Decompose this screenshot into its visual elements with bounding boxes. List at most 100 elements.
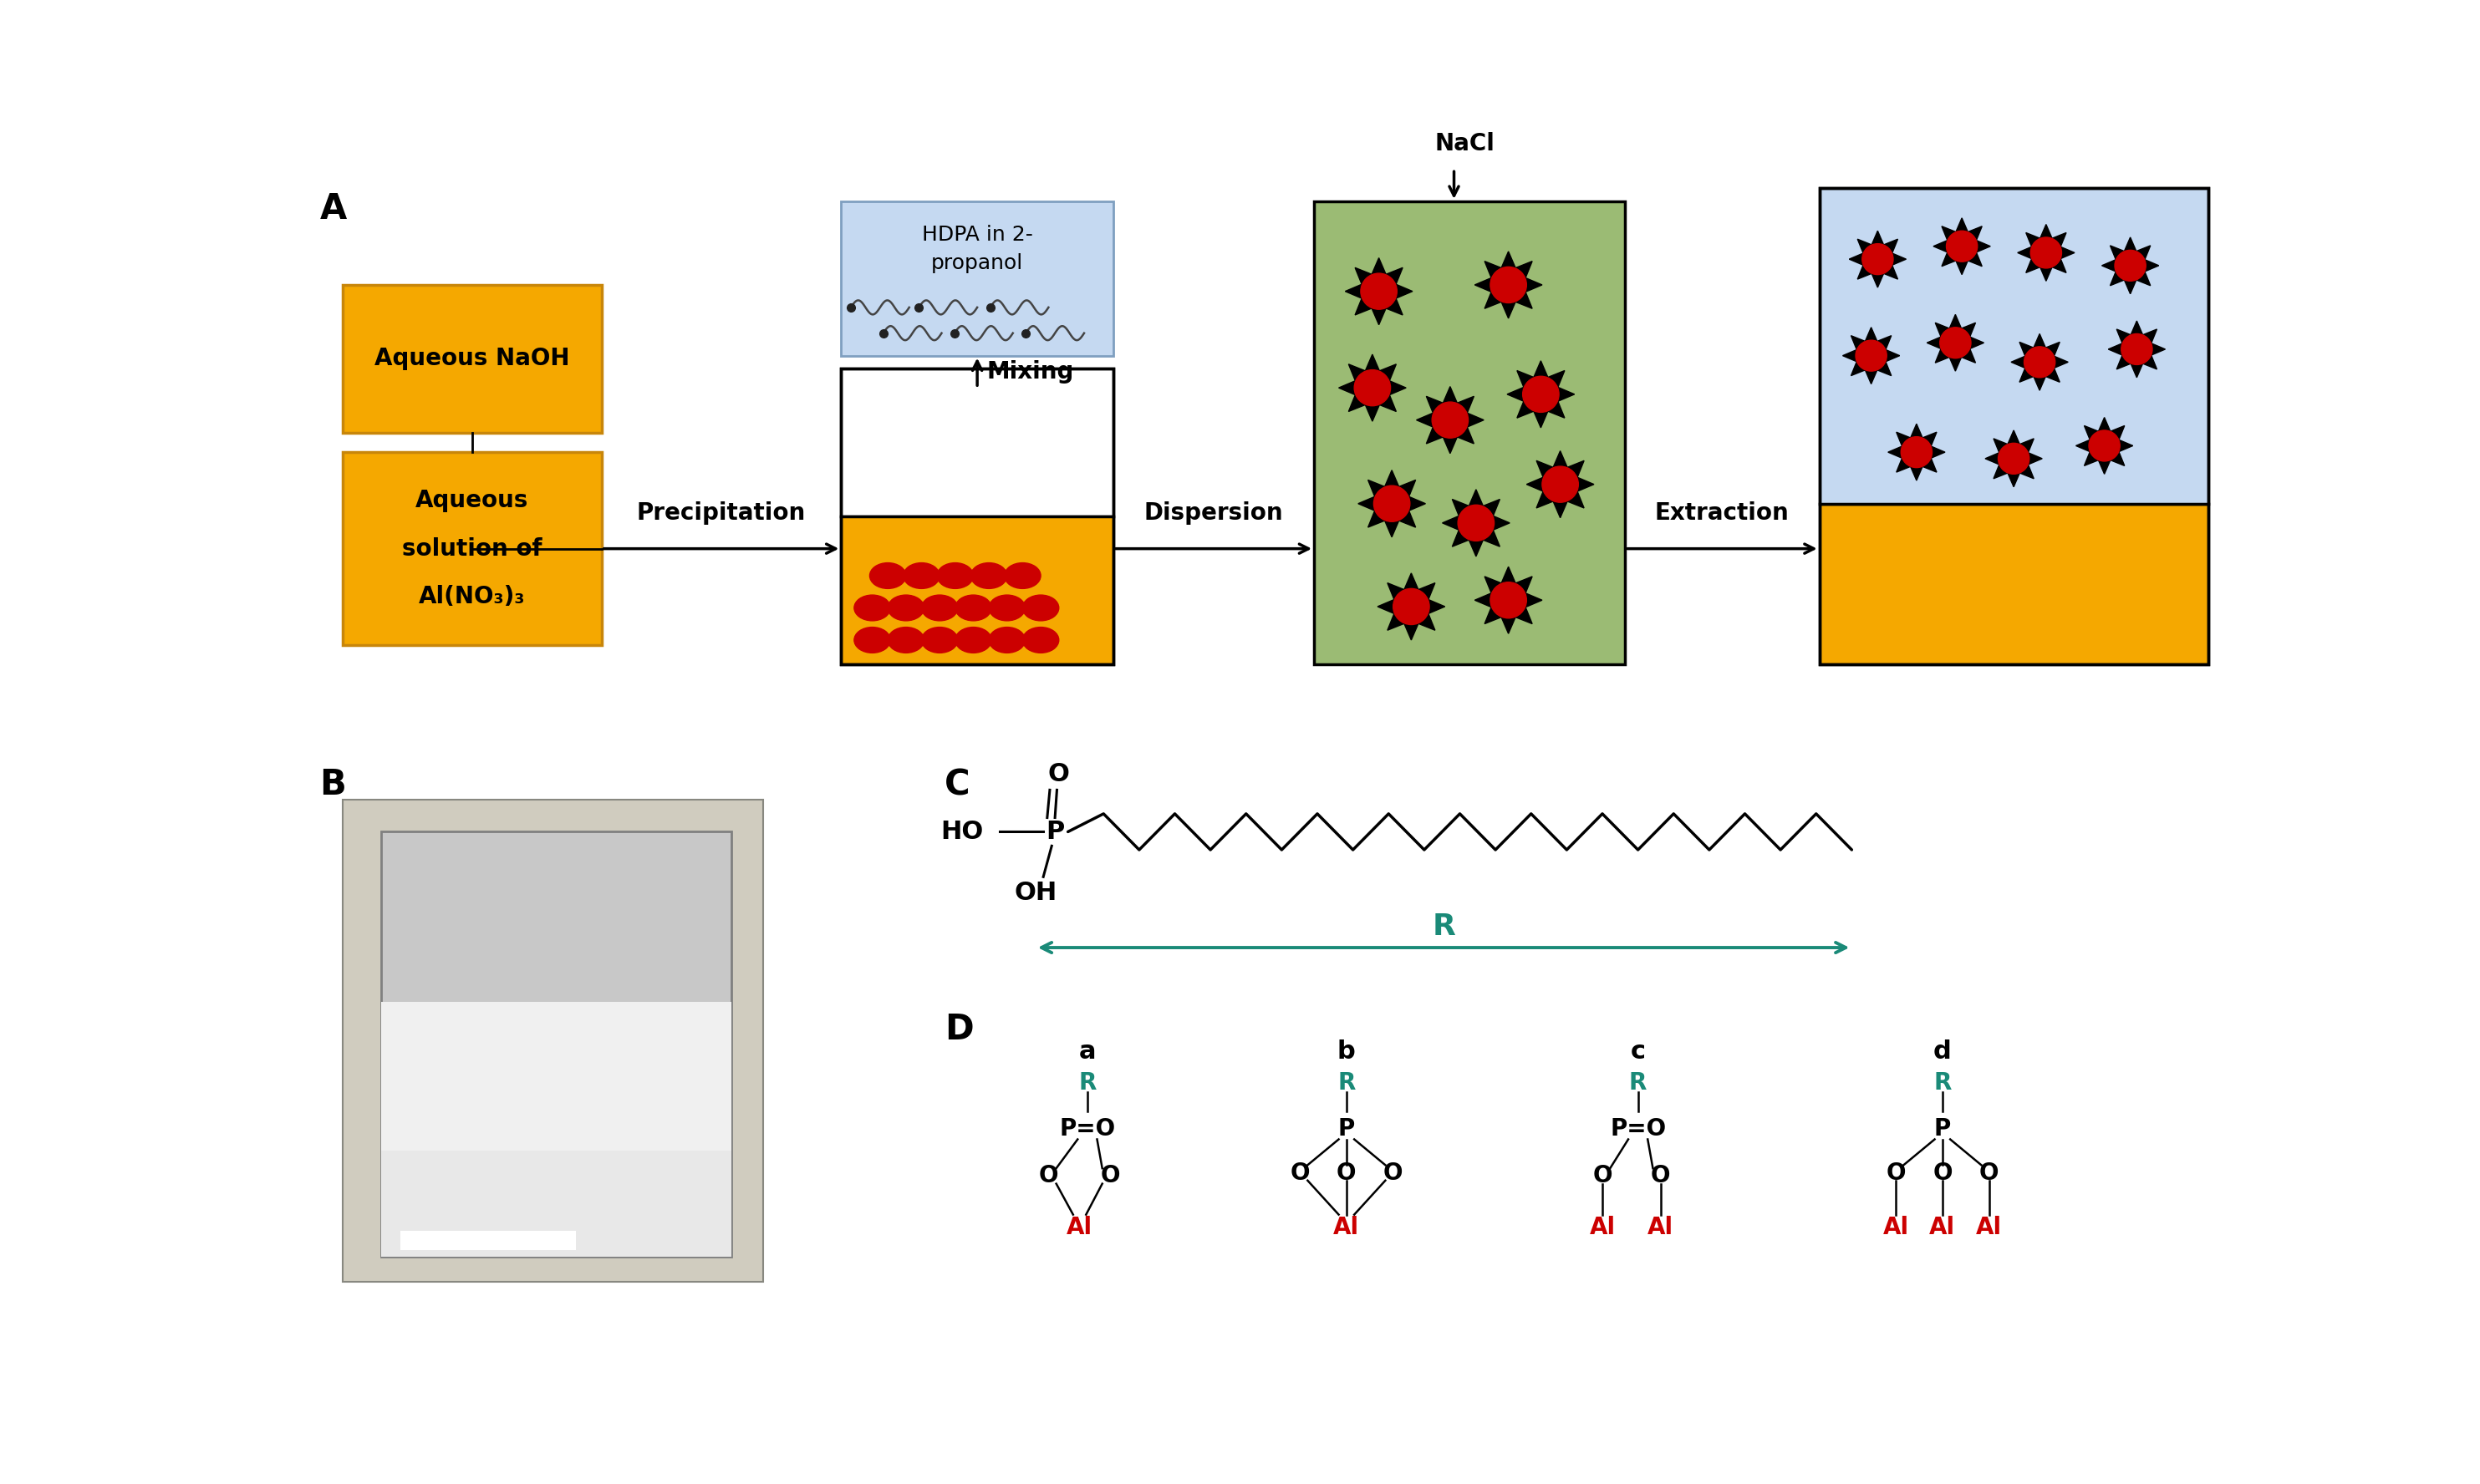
Text: Mixing: Mixing	[987, 361, 1074, 383]
Circle shape	[1394, 589, 1428, 625]
Polygon shape	[1934, 218, 1991, 275]
Text: P=O: P=O	[1610, 1117, 1667, 1141]
Circle shape	[1523, 377, 1560, 413]
Polygon shape	[1508, 361, 1575, 427]
Text: C: C	[945, 767, 970, 803]
Polygon shape	[1476, 567, 1543, 634]
Polygon shape	[1359, 470, 1426, 537]
Text: Dispersion: Dispersion	[1143, 502, 1282, 525]
Text: O: O	[1101, 1165, 1121, 1187]
Ellipse shape	[923, 628, 957, 653]
FancyBboxPatch shape	[382, 831, 732, 1257]
Text: O: O	[1047, 761, 1069, 787]
Ellipse shape	[923, 595, 957, 620]
Text: Precipitation: Precipitation	[637, 502, 806, 525]
Circle shape	[1862, 243, 1892, 275]
Ellipse shape	[1004, 562, 1042, 589]
Text: Al(NO₃)₃: Al(NO₃)₃	[419, 585, 526, 608]
Circle shape	[1902, 436, 1932, 467]
Text: HO: HO	[940, 819, 985, 844]
Text: O: O	[1592, 1165, 1612, 1187]
Ellipse shape	[937, 562, 972, 589]
Circle shape	[1362, 273, 1396, 309]
FancyBboxPatch shape	[342, 453, 603, 646]
Ellipse shape	[990, 628, 1024, 653]
Text: R: R	[1934, 1071, 1952, 1094]
Text: R: R	[1079, 1071, 1096, 1094]
Polygon shape	[1376, 573, 1446, 640]
FancyBboxPatch shape	[1314, 202, 1624, 665]
Text: Al: Al	[1334, 1215, 1359, 1239]
Text: R: R	[1337, 1071, 1357, 1094]
Ellipse shape	[955, 595, 992, 620]
FancyBboxPatch shape	[1820, 188, 2207, 503]
Text: Al: Al	[1647, 1215, 1674, 1239]
Ellipse shape	[853, 628, 890, 653]
Circle shape	[1855, 340, 1887, 371]
Text: R: R	[1629, 1071, 1647, 1094]
Text: Al: Al	[1590, 1215, 1614, 1239]
Polygon shape	[2101, 237, 2158, 294]
Circle shape	[2120, 334, 2153, 365]
FancyBboxPatch shape	[382, 1002, 732, 1150]
FancyBboxPatch shape	[841, 368, 1114, 516]
Polygon shape	[1528, 451, 1595, 518]
Polygon shape	[2076, 417, 2133, 473]
Circle shape	[2115, 251, 2145, 280]
Ellipse shape	[1022, 595, 1059, 620]
Text: HDPA in 2-: HDPA in 2-	[923, 226, 1032, 245]
Text: c: c	[1629, 1039, 1647, 1064]
Text: OH: OH	[1014, 881, 1056, 905]
Polygon shape	[1927, 315, 1984, 371]
Ellipse shape	[903, 562, 940, 589]
Circle shape	[1354, 370, 1391, 405]
Circle shape	[1939, 328, 1972, 358]
Text: Al: Al	[1882, 1215, 1910, 1239]
Circle shape	[1374, 485, 1411, 522]
Polygon shape	[2011, 334, 2068, 390]
FancyBboxPatch shape	[342, 285, 603, 433]
Ellipse shape	[888, 595, 925, 620]
Text: O: O	[1652, 1165, 1672, 1187]
Circle shape	[1490, 267, 1528, 303]
FancyBboxPatch shape	[342, 800, 764, 1282]
Circle shape	[1999, 444, 2029, 473]
Text: P: P	[1339, 1117, 1354, 1141]
Circle shape	[2031, 237, 2061, 269]
Text: D: D	[945, 1012, 975, 1048]
Text: d: d	[1934, 1039, 1952, 1064]
FancyBboxPatch shape	[841, 202, 1114, 356]
Polygon shape	[1476, 251, 1543, 319]
Circle shape	[1431, 402, 1468, 438]
Polygon shape	[1443, 490, 1510, 556]
Circle shape	[2024, 347, 2056, 377]
Text: Al: Al	[1929, 1215, 1954, 1239]
Text: P: P	[1934, 1117, 1952, 1141]
Polygon shape	[1843, 328, 1900, 384]
Text: P=O: P=O	[1059, 1117, 1116, 1141]
Text: P: P	[1047, 819, 1064, 844]
Ellipse shape	[990, 595, 1024, 620]
Text: O: O	[1337, 1160, 1357, 1184]
Polygon shape	[1473, 119, 1518, 171]
Ellipse shape	[870, 562, 905, 589]
FancyBboxPatch shape	[1820, 503, 2207, 665]
Polygon shape	[1984, 430, 2041, 487]
Text: Al: Al	[1977, 1215, 2001, 1239]
Text: A: A	[320, 191, 347, 227]
Text: propanol: propanol	[930, 252, 1024, 273]
Polygon shape	[2108, 321, 2165, 377]
FancyBboxPatch shape	[841, 516, 1114, 665]
Ellipse shape	[888, 628, 925, 653]
Circle shape	[1947, 232, 1977, 261]
Text: Al: Al	[1066, 1215, 1094, 1239]
Text: O: O	[1885, 1160, 1905, 1184]
Polygon shape	[1850, 232, 1907, 288]
Circle shape	[1490, 582, 1528, 619]
Text: Aqueous: Aqueous	[414, 488, 528, 512]
Text: solution of: solution of	[402, 537, 543, 561]
Polygon shape	[1416, 386, 1483, 454]
Polygon shape	[1344, 258, 1414, 325]
Text: O: O	[1932, 1160, 1952, 1184]
Ellipse shape	[1022, 628, 1059, 653]
